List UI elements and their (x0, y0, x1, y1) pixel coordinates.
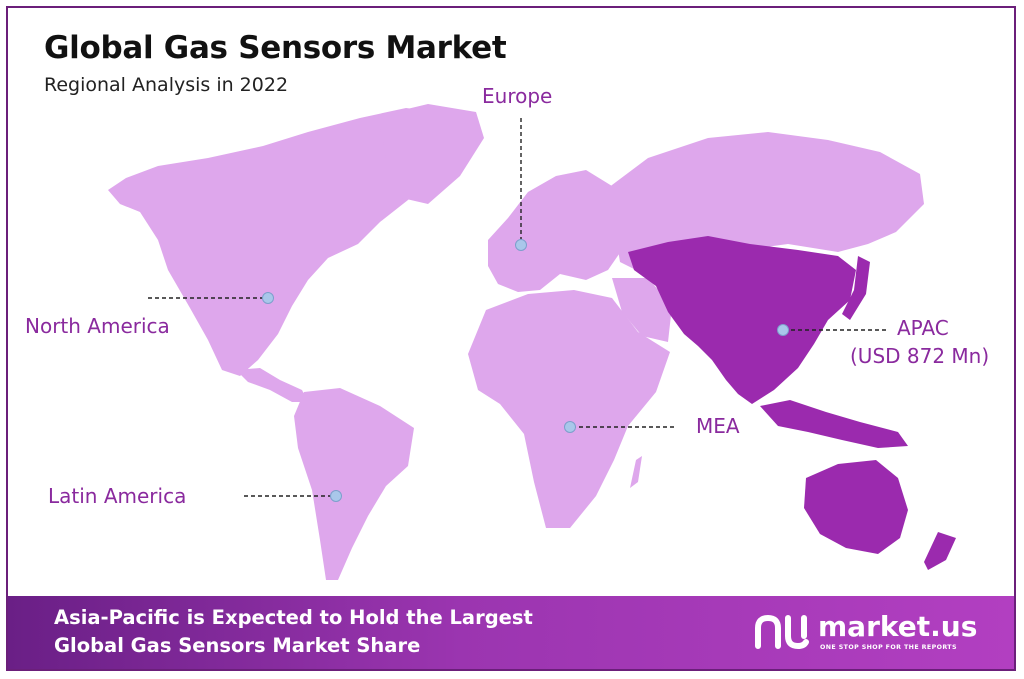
north-america-label: North America (25, 314, 170, 338)
page-subtitle: Regional Analysis in 2022 (44, 74, 289, 96)
africa-landmass (468, 290, 670, 528)
north-america-landmass (108, 108, 478, 376)
footer-banner: Asia-Pacific is Expected to Hold the Lar… (8, 596, 1014, 669)
new-zealand-landmass (924, 532, 956, 570)
europe-label: Europe (482, 84, 553, 108)
page-title: Global Gas Sensors Market (44, 30, 507, 66)
madagascar-landmass (630, 456, 642, 488)
mea-label: MEA (696, 414, 740, 438)
mea-marker (564, 421, 576, 433)
apac-marker (777, 324, 789, 336)
infographic-frame: Global Gas Sensors Market Regional Analy… (6, 6, 1016, 671)
footer-line-1: Asia-Pacific is Expected to Hold the Lar… (54, 606, 533, 629)
footer-line-2: Global Gas Sensors Market Share (54, 634, 421, 657)
latin-america-landmass (294, 388, 414, 580)
market-us-logo-icon (755, 614, 809, 650)
southeast-asia-islands (760, 400, 908, 448)
apac-value-label: (USD 872 Mn) (850, 344, 990, 368)
brand-logo: market.us ONE STOP SHOP FOR THE REPORTS (754, 608, 984, 656)
latin-america-label: Latin America (48, 484, 187, 508)
europe-landmass (488, 170, 630, 292)
world-map (108, 104, 956, 580)
europe-marker (515, 239, 527, 251)
latin-america-marker (330, 490, 342, 502)
brand-name: market.us (818, 610, 978, 643)
brand-tagline: ONE STOP SHOP FOR THE REPORTS (820, 644, 957, 651)
apac-label: APAC (897, 316, 949, 340)
australia-landmass (804, 460, 908, 554)
middle-east-landmass (612, 278, 672, 342)
central-america-landmass (236, 368, 308, 402)
apac-landmass (628, 236, 856, 404)
north-america-marker (262, 292, 274, 304)
japan-landmass (842, 256, 870, 320)
greenland-landmass (378, 104, 484, 204)
